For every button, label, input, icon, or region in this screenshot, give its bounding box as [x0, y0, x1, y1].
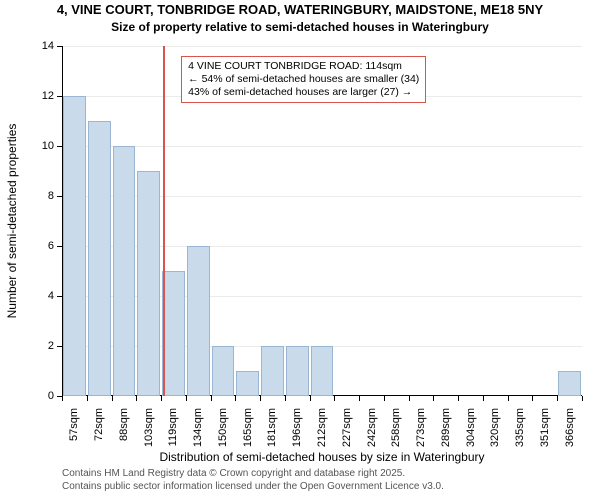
- y-tick-label: 0: [0, 390, 54, 402]
- chart-subtitle: Size of property relative to semi-detach…: [0, 20, 600, 34]
- title-line2: Size of property relative to semi-detach…: [111, 20, 489, 34]
- gridline: [62, 146, 582, 147]
- annotation-line1: 4 VINE COURT TONBRIDGE ROAD: 114sqm: [188, 60, 419, 73]
- bar: [261, 346, 284, 396]
- y-tick-label: 2: [0, 340, 54, 352]
- bar: [212, 346, 235, 396]
- y-axis-label-text: Number of semi-detached properties: [5, 124, 19, 319]
- chart-title: 4, VINE COURT, TONBRIDGE ROAD, WATERINGB…: [0, 2, 600, 17]
- gridline: [62, 46, 582, 47]
- attribution: Contains HM Land Registry data © Crown c…: [62, 468, 444, 493]
- bar: [113, 146, 136, 396]
- bar: [63, 96, 86, 396]
- bar: [558, 371, 581, 396]
- attribution-line1: Contains HM Land Registry data © Crown c…: [62, 468, 444, 481]
- x-axis-label: Distribution of semi-detached houses by …: [62, 450, 582, 464]
- x-axis-label-text: Distribution of semi-detached houses by …: [159, 450, 484, 464]
- bar: [286, 346, 309, 396]
- bar: [162, 271, 185, 396]
- highlight-line: [163, 46, 165, 396]
- bar: [137, 171, 160, 396]
- bar: [236, 371, 259, 396]
- annotation-line3: 43% of semi-detached houses are larger (…: [188, 86, 419, 99]
- y-axis-label: Number of semi-detached properties: [5, 26, 19, 221]
- bar: [88, 121, 111, 396]
- chart-container: { "title": { "line1": "4, VINE COURT, TO…: [0, 0, 600, 500]
- title-line1: 4, VINE COURT, TONBRIDGE ROAD, WATERINGB…: [57, 2, 543, 17]
- plot-area: 4 VINE COURT TONBRIDGE ROAD: 114sqm← 54%…: [62, 46, 582, 396]
- attribution-line2: Contains public sector information licen…: [62, 481, 444, 494]
- bar: [311, 346, 334, 396]
- annotation-line2: ← 54% of semi-detached houses are smalle…: [188, 73, 419, 86]
- annotation-box: 4 VINE COURT TONBRIDGE ROAD: 114sqm← 54%…: [181, 56, 426, 103]
- bar: [187, 246, 210, 396]
